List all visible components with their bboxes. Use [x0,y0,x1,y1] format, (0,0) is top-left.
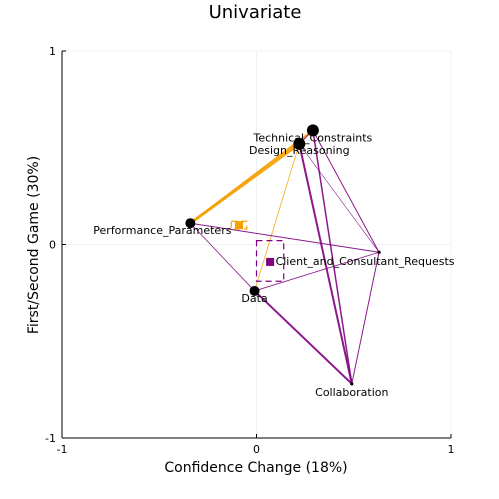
mean-markers [230,220,285,282]
x-tick-label: -1 [57,443,68,456]
node-label-Data: Data [241,292,267,305]
nodes [185,124,381,386]
node-Data [249,285,260,296]
node-Performance_Parameters [185,218,196,229]
node-Technical_Constraints [306,124,319,137]
node-label-Collaboration: Collaboration [315,386,388,399]
node-Collaboration [350,382,354,386]
node-Design_Reasoning [293,137,306,150]
edge-4 [298,143,353,385]
x-tick-label: 1 [448,443,455,456]
x-tick-label: 0 [253,443,260,456]
edge-5 [312,130,380,253]
node-label-Client_and_Consultant_Requests: Client_and_Consultant_Requests [276,255,455,268]
edge-11 [351,252,380,384]
node-label-Design_Reasoning: Design_Reasoning [249,144,350,157]
edges [189,129,380,385]
y-tick-label: 1 [49,45,56,58]
mean-box-purple [255,240,285,282]
chart-title: Univariate [209,2,302,23]
node-label-Performance_Parameters: Performance_Parameters [93,224,231,237]
edge-10 [254,251,380,292]
node-label-Technical_Constraints: Technical_Constraints [253,131,373,144]
y-tick-label: 0 [49,239,56,252]
edge-3 [312,130,353,384]
edge-1 [189,129,314,225]
edge-9 [253,290,353,385]
mean-point-purple [266,257,275,266]
x-axis-title: Confidence Change (18%) [164,460,347,476]
edge-8 [190,222,255,292]
mean-point-orange [234,221,243,230]
edge-7 [190,222,380,253]
y-tick-label: -1 [45,432,56,445]
node-Client_and_Consultant_Requests [377,250,381,254]
y-axis-title: First/Second Game (30%) [26,156,42,334]
edge-6 [299,143,380,253]
edge-2 [254,143,300,292]
axes: -1 0 1 -1 0 1 [45,45,454,456]
